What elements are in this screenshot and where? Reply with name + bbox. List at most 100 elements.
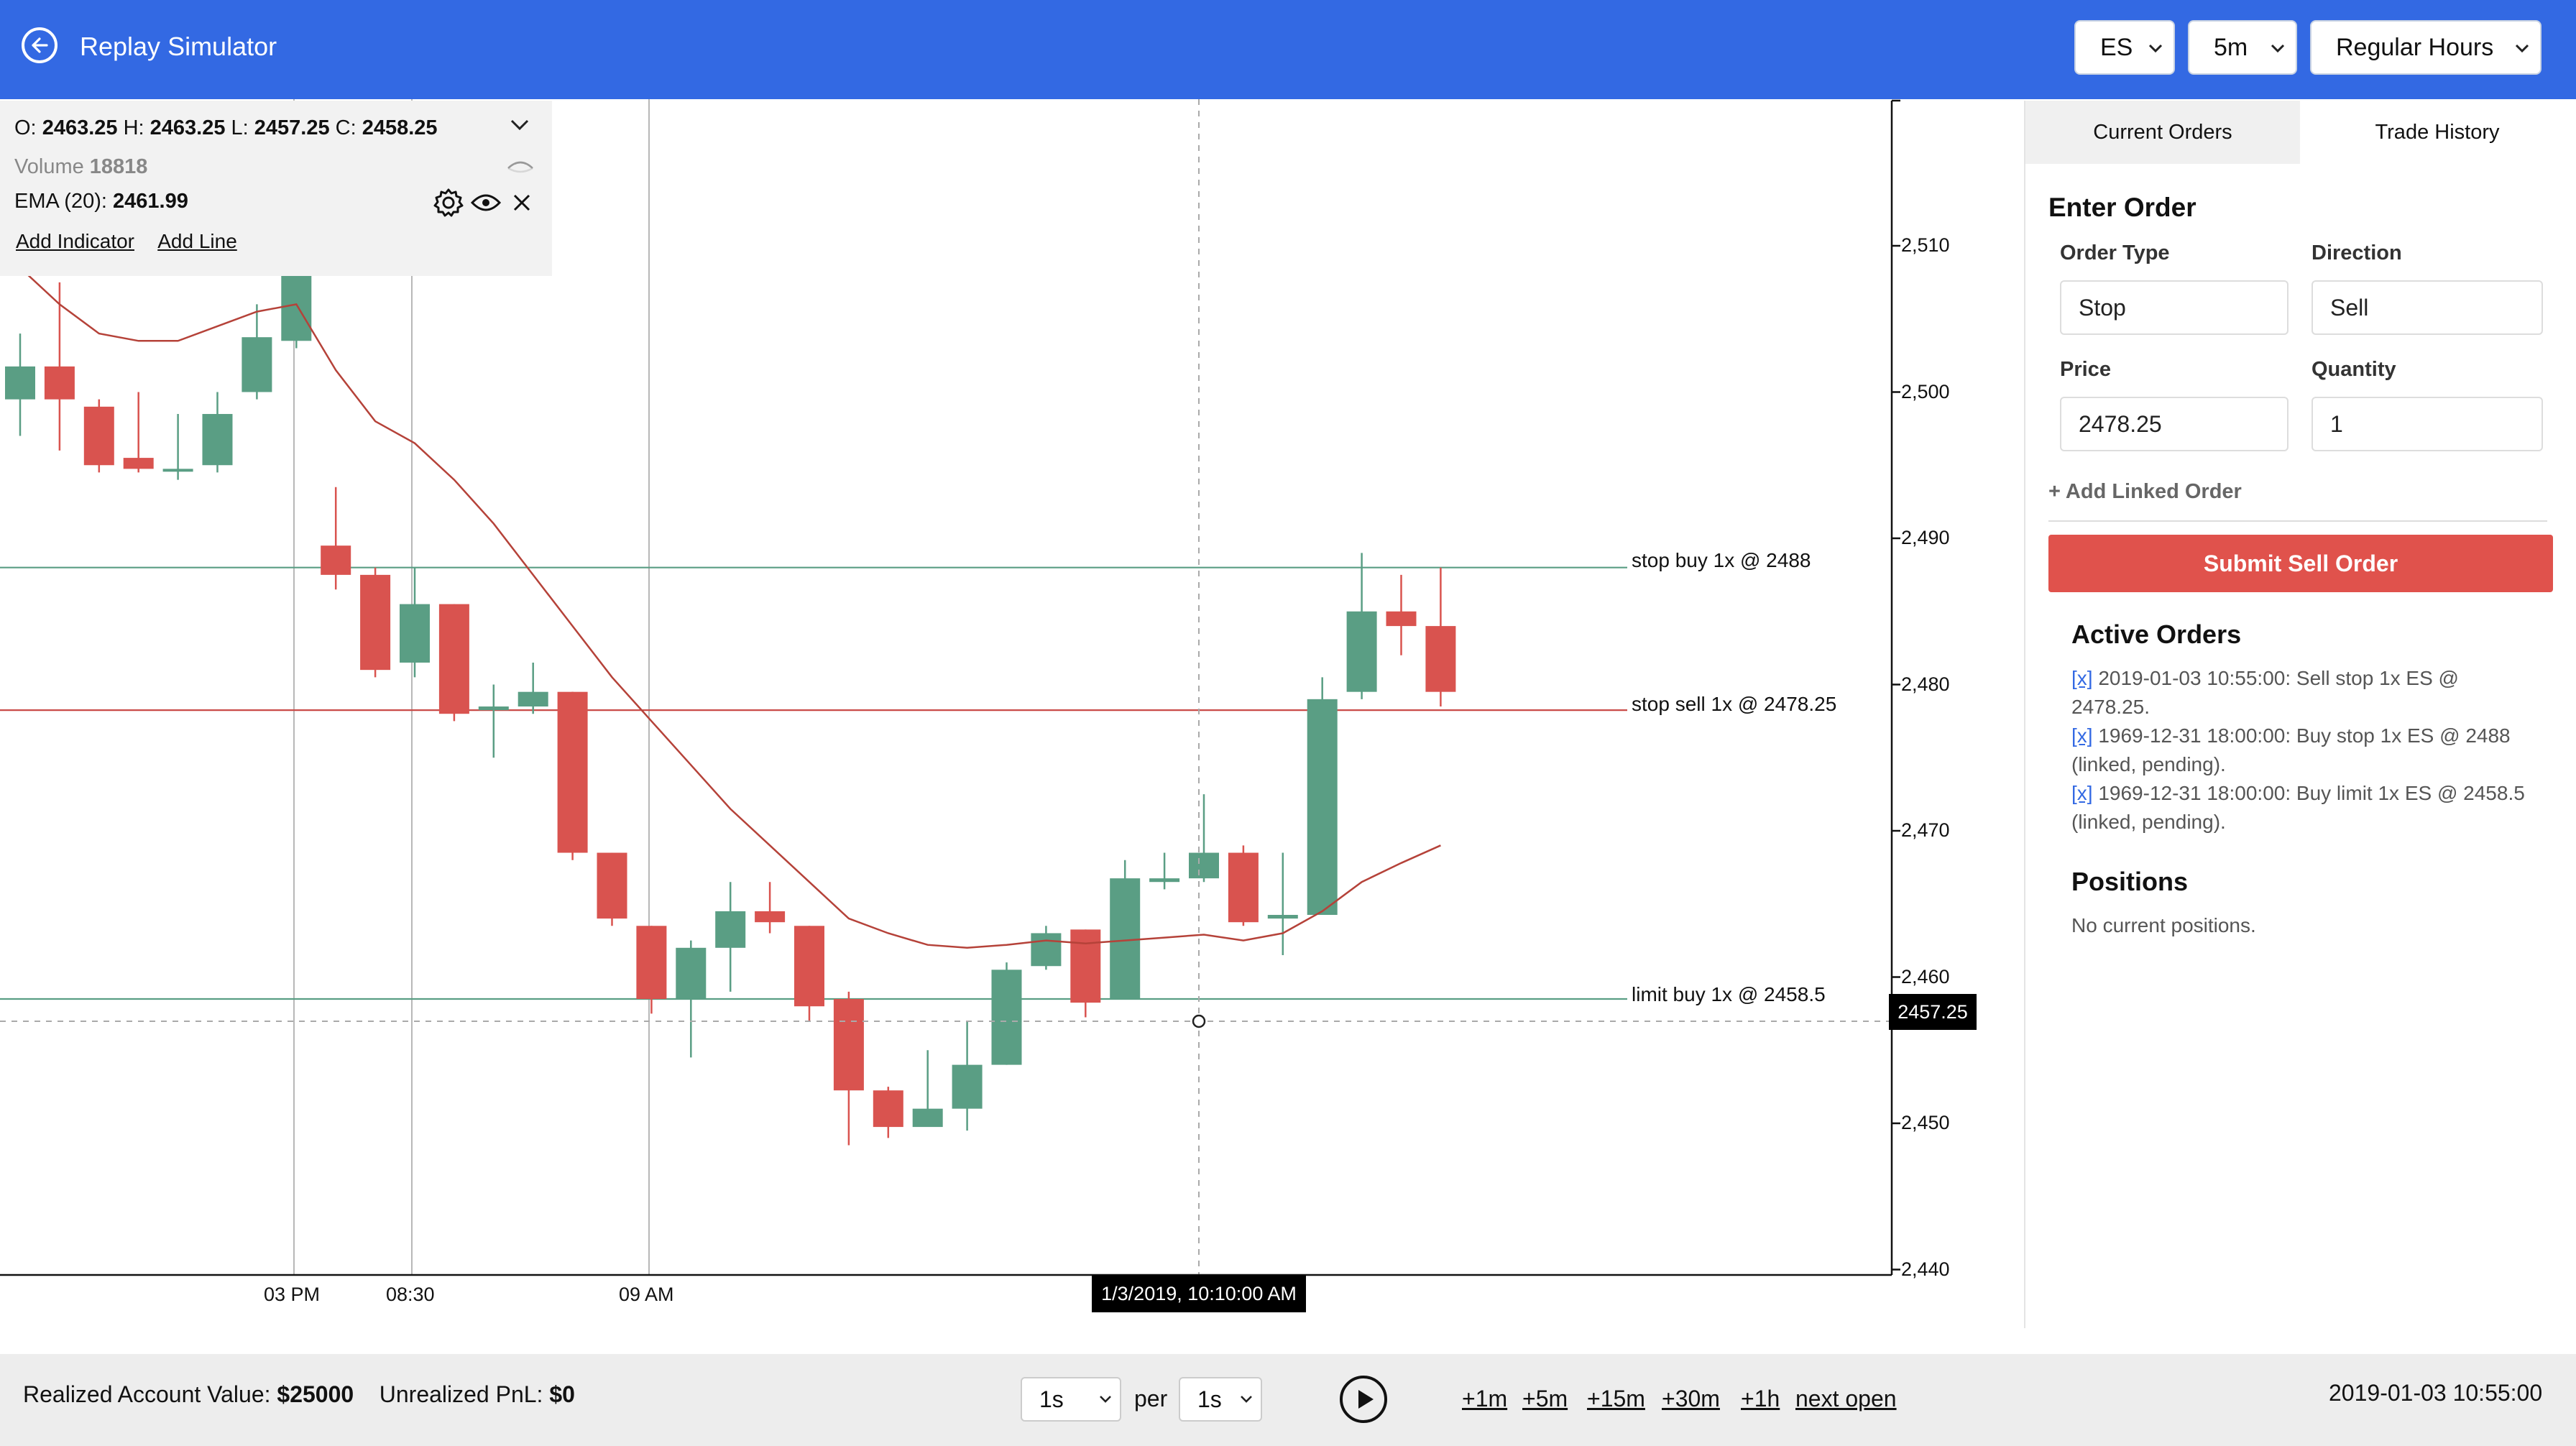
cancel-order-link[interactable]: [x] xyxy=(2071,724,2093,747)
candle[interactable] xyxy=(1228,845,1259,926)
app-title: Replay Simulator xyxy=(80,32,277,61)
price-label: Price xyxy=(2060,358,2111,381)
chevron-down-icon xyxy=(2148,44,2163,53)
add-line-link[interactable]: Add Line xyxy=(157,230,237,252)
step-1h-link[interactable]: +1h xyxy=(1741,1386,1780,1412)
chevron-down-icon xyxy=(1241,1396,1252,1403)
gear-icon[interactable] xyxy=(433,187,464,218)
candle[interactable] xyxy=(478,684,509,758)
no-positions-text: No current positions. xyxy=(2071,914,2256,936)
crosshair-price-tag: 2457.25 xyxy=(1889,994,1977,1030)
candles[interactable] xyxy=(5,246,1456,1146)
session-value: Regular Hours xyxy=(2336,34,2494,61)
order-type-field[interactable]: Stop xyxy=(2060,280,2288,335)
candle[interactable] xyxy=(1307,677,1338,916)
eye-icon[interactable] xyxy=(470,191,502,214)
candle[interactable] xyxy=(400,567,430,678)
candle[interactable] xyxy=(597,852,627,926)
legend-links: Add Indicator Add Line xyxy=(16,230,256,253)
session-select[interactable]: Regular Hours xyxy=(2310,20,2542,75)
direction-field[interactable]: Sell xyxy=(2312,280,2543,335)
ema-readout: EMA (20): 2461.99 xyxy=(14,190,188,213)
chevron-down-icon xyxy=(2515,44,2529,53)
timeframe-select[interactable]: 5m xyxy=(2188,20,2297,75)
price-input[interactable]: 2478.25 xyxy=(2060,397,2288,451)
cancel-order-link[interactable]: [x] xyxy=(2071,782,2093,804)
step-size-select[interactable]: 1s xyxy=(1021,1377,1121,1422)
candle[interactable] xyxy=(202,392,233,473)
candle[interactable] xyxy=(1346,553,1377,699)
step-size-value: 1s xyxy=(1039,1386,1064,1412)
step-30m-link[interactable]: +30m xyxy=(1662,1386,1720,1412)
candle[interactable] xyxy=(321,487,351,590)
y-tick-label: 2,490 xyxy=(1901,527,1950,548)
candle[interactable] xyxy=(83,399,114,473)
candle[interactable] xyxy=(715,882,746,992)
realized-value: $25000 xyxy=(277,1381,354,1407)
x-tick-label: 09 AM xyxy=(619,1284,674,1305)
candle[interactable] xyxy=(123,392,154,473)
step-1m-link[interactable]: +1m xyxy=(1462,1386,1508,1412)
symbol-value: ES xyxy=(2100,34,2133,61)
limit-buy-line-label[interactable]: limit buy 1x @ 2458.5 xyxy=(1632,983,1826,1005)
tab-trade-history[interactable]: Trade History xyxy=(2300,101,2575,164)
candle[interactable] xyxy=(1386,574,1417,655)
candle[interactable] xyxy=(676,940,707,1058)
candle[interactable] xyxy=(162,414,193,480)
chart-legend: O: 2463.25 H: 2463.25 L: 2457.25 C: 2458… xyxy=(0,101,552,276)
hidden-eye-icon[interactable] xyxy=(506,158,535,175)
x-tick-label: 03 PM xyxy=(264,1284,321,1305)
candle[interactable] xyxy=(1189,794,1219,883)
quantity-input[interactable]: 1 xyxy=(2312,397,2543,451)
collapse-chevron-icon[interactable] xyxy=(509,118,530,132)
candle[interactable] xyxy=(755,882,786,934)
stop-buy-line-label[interactable]: stop buy 1x @ 2488 xyxy=(1632,549,1811,571)
candle[interactable] xyxy=(1425,567,1456,707)
candle[interactable] xyxy=(1031,926,1062,970)
candle[interactable] xyxy=(1149,852,1180,890)
candle[interactable] xyxy=(5,333,35,436)
tab-current-orders[interactable]: Current Orders xyxy=(2025,101,2300,164)
candle[interactable] xyxy=(952,1021,983,1131)
order-type-label: Order Type xyxy=(2060,241,2170,264)
active-order-item: [x] 1969-12-31 18:00:00: Buy limit 1x ES… xyxy=(2071,782,2525,833)
candle[interactable] xyxy=(794,926,824,1021)
play-icon[interactable] xyxy=(1340,1376,1387,1423)
symbol-select[interactable]: ES xyxy=(2074,20,2175,75)
x-tick-label: 08:30 xyxy=(386,1284,435,1305)
candle[interactable] xyxy=(1110,860,1141,1000)
next-open-link[interactable]: next open xyxy=(1795,1386,1897,1412)
stop-sell-line-label[interactable]: stop sell 1x @ 2478.25 xyxy=(1632,693,1837,715)
candle[interactable] xyxy=(557,691,588,860)
y-axis-ticks xyxy=(1892,244,1900,1271)
back-arrow-icon[interactable] xyxy=(22,27,58,63)
step-15m-link[interactable]: +15m xyxy=(1587,1386,1645,1412)
candle[interactable] xyxy=(360,567,391,678)
candle[interactable] xyxy=(1267,852,1298,955)
active-orders-title: Active Orders xyxy=(2071,620,2242,649)
candle[interactable] xyxy=(44,282,75,451)
interval-select[interactable]: 1s xyxy=(1179,1377,1262,1422)
candle[interactable] xyxy=(438,604,469,722)
quantity-label: Quantity xyxy=(2312,358,2396,381)
add-indicator-link[interactable]: Add Indicator xyxy=(16,230,134,252)
candle[interactable] xyxy=(1070,929,1101,1018)
top-bar: Replay Simulator ES 5m Regular Hours xyxy=(0,0,2576,99)
candle[interactable] xyxy=(636,926,667,1014)
price-chart[interactable] xyxy=(0,99,2012,1354)
candle[interactable] xyxy=(242,304,272,400)
chevron-down-icon xyxy=(2271,44,2285,53)
y-tick-label: 2,480 xyxy=(1901,673,1950,695)
candle[interactable] xyxy=(873,1087,903,1138)
candle[interactable] xyxy=(912,1050,943,1128)
close-icon[interactable] xyxy=(512,193,532,213)
candle[interactable] xyxy=(991,962,1022,1065)
interval-value: 1s xyxy=(1197,1386,1222,1412)
step-5m-link[interactable]: +5m xyxy=(1522,1386,1568,1412)
candle[interactable] xyxy=(518,662,548,714)
crosshair-time-tag: 1/3/2019, 10:10:00 AM xyxy=(1092,1275,1306,1312)
cancel-order-link[interactable]: [x] xyxy=(2071,667,2093,689)
candle[interactable] xyxy=(833,991,864,1146)
add-linked-order-link[interactable]: + Add Linked Order xyxy=(2048,480,2242,503)
submit-sell-order-button[interactable]: Submit Sell Order xyxy=(2048,535,2553,592)
